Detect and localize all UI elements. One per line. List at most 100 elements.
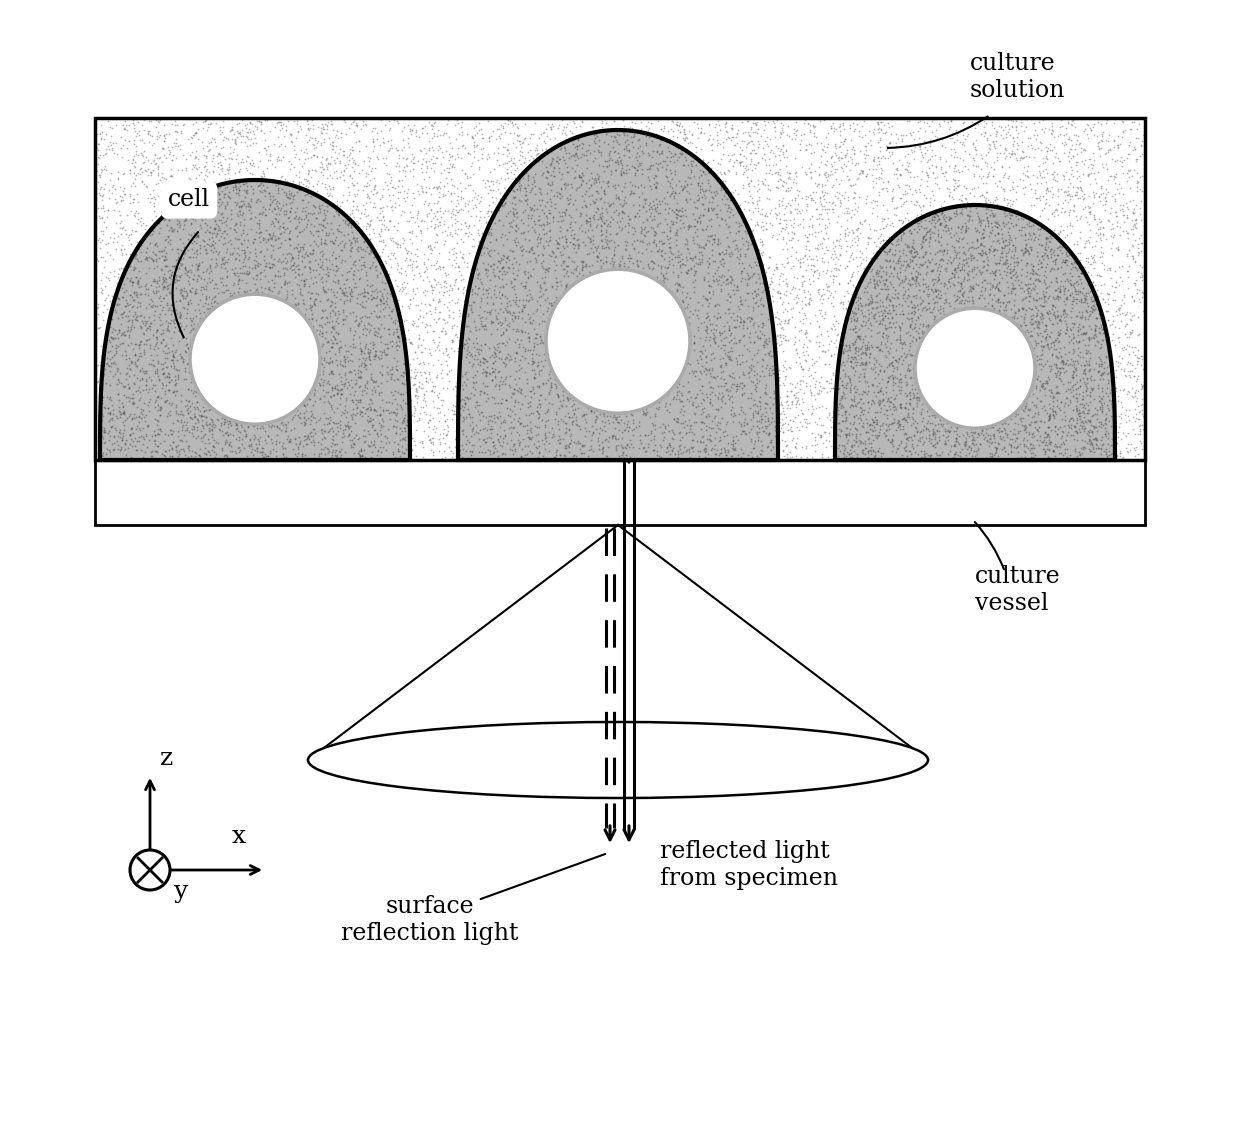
- Point: [393, 414, 413, 432]
- Point: [507, 375, 527, 393]
- Point: [201, 213, 221, 231]
- Point: [526, 411, 546, 429]
- Point: [916, 271, 936, 289]
- Point: [198, 402, 218, 420]
- Point: [946, 369, 966, 387]
- Point: [272, 233, 291, 251]
- Point: [465, 184, 485, 202]
- Point: [430, 202, 450, 220]
- Point: [901, 368, 921, 386]
- Point: [945, 174, 965, 192]
- Point: [784, 386, 804, 404]
- Point: [975, 345, 994, 364]
- Point: [744, 366, 764, 384]
- Point: [97, 244, 117, 262]
- Point: [1035, 365, 1055, 383]
- Point: [642, 359, 662, 377]
- Point: [360, 336, 379, 355]
- Point: [870, 361, 890, 379]
- Point: [634, 159, 653, 177]
- Point: [683, 364, 703, 382]
- Point: [554, 425, 574, 443]
- Point: [952, 192, 972, 210]
- Point: [532, 279, 552, 297]
- Point: [945, 369, 965, 387]
- Point: [950, 443, 970, 461]
- Point: [988, 387, 1008, 405]
- Point: [596, 220, 616, 238]
- Point: [842, 450, 862, 469]
- Point: [418, 238, 438, 256]
- Point: [312, 335, 332, 353]
- Point: [837, 141, 857, 159]
- Point: [1084, 313, 1104, 331]
- Point: [1094, 351, 1114, 369]
- Point: [897, 394, 916, 412]
- Point: [653, 222, 673, 240]
- Point: [706, 436, 725, 454]
- Point: [662, 143, 682, 161]
- Point: [520, 183, 539, 201]
- Point: [352, 161, 372, 180]
- Point: [258, 271, 278, 289]
- Point: [1102, 149, 1122, 167]
- Point: [666, 176, 686, 194]
- Point: [1075, 289, 1095, 307]
- Point: [591, 357, 611, 375]
- Point: [394, 386, 414, 404]
- Point: [590, 205, 610, 224]
- Point: [522, 426, 542, 444]
- Point: [737, 368, 756, 386]
- Point: [518, 399, 538, 417]
- Point: [233, 388, 253, 406]
- Point: [666, 145, 686, 163]
- Point: [522, 361, 542, 379]
- Point: [650, 272, 670, 290]
- Point: [662, 263, 682, 281]
- Point: [1132, 288, 1152, 306]
- Point: [564, 289, 584, 307]
- Point: [774, 303, 794, 321]
- Point: [538, 259, 558, 277]
- Point: [513, 320, 533, 338]
- Point: [368, 428, 388, 446]
- Point: [536, 218, 556, 236]
- Point: [895, 252, 915, 270]
- Point: [250, 113, 270, 131]
- Point: [365, 347, 384, 365]
- Point: [355, 382, 374, 400]
- Point: [619, 273, 639, 291]
- Point: [1066, 273, 1086, 291]
- Point: [1076, 209, 1096, 227]
- Point: [745, 282, 765, 300]
- Point: [642, 367, 662, 385]
- Point: [1050, 312, 1070, 330]
- Point: [351, 120, 371, 138]
- Point: [1094, 362, 1114, 380]
- Point: [167, 449, 187, 467]
- Point: [709, 115, 729, 133]
- Point: [828, 380, 848, 399]
- Point: [481, 423, 501, 441]
- Point: [702, 202, 722, 220]
- Point: [155, 256, 175, 274]
- Point: [211, 247, 231, 265]
- Point: [389, 146, 409, 164]
- Point: [337, 192, 357, 210]
- Point: [198, 299, 218, 317]
- Point: [702, 242, 722, 260]
- Point: [727, 239, 746, 257]
- Point: [396, 439, 415, 457]
- Point: [465, 366, 485, 384]
- Point: [1089, 265, 1109, 283]
- Point: [1070, 172, 1090, 190]
- Point: [529, 208, 549, 226]
- Point: [808, 373, 828, 391]
- Point: [952, 409, 972, 427]
- Point: [637, 338, 657, 356]
- Point: [311, 309, 331, 327]
- Point: [937, 113, 957, 131]
- Point: [542, 376, 562, 394]
- Point: [346, 277, 366, 295]
- Point: [534, 233, 554, 251]
